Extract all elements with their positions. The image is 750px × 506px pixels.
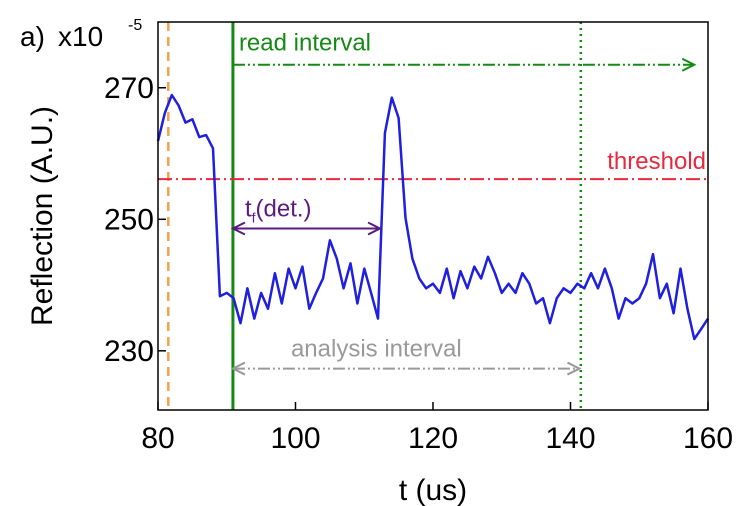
interval-label-text: read interval [239,30,371,57]
interval-label: tf(det.) [245,195,312,225]
signal-line [156,93,710,341]
x-tick-label: 140 [545,422,595,455]
interval-label: read interval [239,30,371,57]
y-scale-exponent: -5 [128,17,142,34]
interval-label: analysis interval [291,336,462,363]
y-tick-label: 230 [104,335,154,368]
arrow-head [681,57,697,72]
x-axis-label: t (us) [399,474,467,506]
interval-label-sub: f [252,209,256,225]
y-tick-label: 250 [104,203,154,236]
panel-label: a) [20,21,45,52]
y-scale-label: x10 [58,21,103,52]
x-tick-label: 100 [270,422,320,455]
arrow-head [367,221,383,236]
interval-label-suffix: (det.) [256,195,312,222]
threshold-label: threshold [607,148,706,175]
arrow-head [566,361,582,376]
interval-label-text: analysis interval [291,336,462,363]
arrow-head [230,361,246,376]
plot-frame [157,21,709,411]
x-tick-label: 160 [683,422,733,455]
arrow-head [230,221,246,236]
y-tick-label: 270 [104,72,154,105]
x-tick-label: 80 [141,422,174,455]
x-tick-label: 120 [408,422,458,455]
interval-label-text: t [245,195,252,222]
y-axis-label: Reflection (A.U.) [26,106,59,326]
